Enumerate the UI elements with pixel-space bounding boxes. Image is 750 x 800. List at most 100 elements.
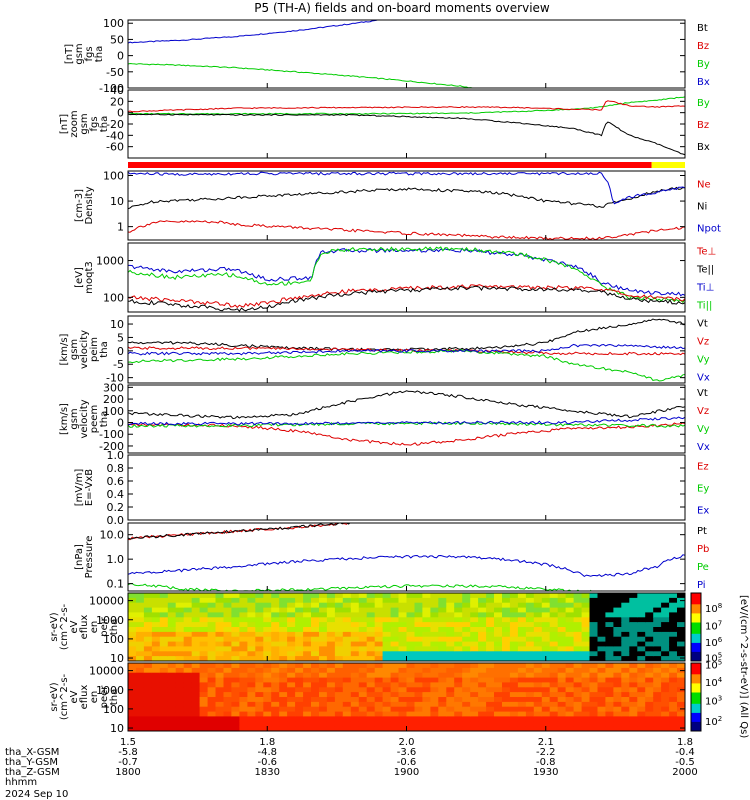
fgs_gsm_zoom-ytick-label: 20 [110,95,124,108]
peir_spectrogram-cell [143,617,153,623]
peer_spectrogram-cell [271,692,280,698]
peir_spectrogram-cell [470,607,479,614]
peer_spectrogram-cell [669,677,678,684]
peir_spectrogram-cell [215,627,225,633]
peer_spectrogram-cell [533,706,543,713]
peer_spectrogram-cell [231,701,240,708]
peer_spectrogram-cell [287,697,296,703]
peir_spectrogram-cell [502,617,511,623]
x-top-value: 2.0 [399,737,415,748]
peer_spectrogram-cell [143,697,153,703]
peir_spectrogram-cell [597,651,607,657]
peir_spectrogram-cell [533,627,543,633]
peer_spectrogram-cell [255,721,264,727]
peir_spectrogram-cell [581,612,591,618]
peir_spectrogram-cell [637,627,646,633]
peir_spectrogram-cell [605,602,614,609]
peer_spectrogram-cell [215,677,225,684]
peir_spectrogram-cell [422,651,431,657]
peer_spectrogram-cell [645,663,654,669]
peir_spectrogram-cell [143,607,153,614]
peer_spectrogram-cell [438,721,447,727]
peir_spectrogram-cell [677,593,685,599]
peir_spectrogram-cell [645,597,654,604]
peir_spectrogram-cell [358,651,368,657]
peer_spectrogram-cell [621,706,630,713]
peer_spectrogram-cell [374,697,384,703]
peer_spectrogram-cell [494,687,503,693]
peer_spectrogram-cell [509,677,519,684]
peer_spectrogram-cell [605,721,614,727]
peir_spectrogram-cell [159,646,169,652]
peer_spectrogram-cell [342,701,352,708]
panel-peim_velocity: 1050-5-10thapeimvelocitygsm[km/s]VtVzVyV… [59,315,710,385]
x-row-value: -0.4 [675,747,695,758]
peir_spectrogram-cell [191,607,201,614]
peer_spectrogram-cell [191,672,201,679]
colorbar-cell [691,728,701,732]
peer_spectrogram-cell [326,726,336,731]
peir_spectrogram-cell [446,646,455,652]
peer_spectrogram-cell [621,687,630,693]
peir_spectrogram-cell [350,593,360,599]
peer_spectrogram-cell [430,697,439,703]
peir_spectrogram-cell [406,622,416,628]
peir_spectrogram-cell [478,593,487,599]
peim_velocity-ylabel-line: [km/s] [59,333,70,365]
peer_spectrogram-cell [541,682,551,688]
series-peim_velocity-Vz [128,346,685,356]
peer_spectrogram-cell [311,677,320,684]
peir_spectrogram-cell [406,627,416,633]
peir_spectrogram-cell [215,597,225,604]
peer_spectrogram-cell [159,692,169,698]
peer_spectrogram-cell [446,726,455,731]
peir_spectrogram-cell [207,651,217,657]
peir_spectrogram-cell [525,607,535,614]
peir_spectrogram-cell [390,597,400,604]
peir_spectrogram-cell [589,656,599,661]
colorbar-tick-label: 104 [705,676,723,689]
peir_spectrogram-cell [183,607,193,614]
peer_spectrogram-cell [597,716,607,722]
x-row-value: 1930 [533,767,558,778]
peer_spectrogram-cell [645,667,654,674]
peer_spectrogram-cell [462,687,471,693]
peir_spectrogram-cell [295,656,304,661]
peir_spectrogram-cell [342,646,352,652]
peir_spectrogram-cell [494,641,503,648]
peer_spectrogram-cell [215,667,225,674]
peer_spectrogram-cell [390,692,400,698]
peer_spectrogram-cell [271,687,280,693]
temperature-legend-2: Ti⊥ [696,283,714,294]
peer_spectrogram-cell [414,663,424,669]
peir_spectrogram-cell [398,593,408,599]
peir_spectrogram-cell [509,627,519,633]
peir_spectrogram-cell [358,593,368,599]
peir_spectrogram-cell [597,656,607,661]
peir_spectrogram-cell [374,617,384,623]
peir_spectrogram-cell [279,636,288,643]
peir_spectrogram-cell [342,631,352,638]
peir_spectrogram-cell [541,612,551,618]
peir_spectrogram-cell [199,641,209,648]
peir_spectrogram-cell [581,651,591,657]
peir_spectrogram-cell [350,631,360,638]
peer_spectrogram-cell [295,672,304,679]
peir_spectrogram-cell [136,612,145,618]
peir_spectrogram-cell [334,656,344,661]
peer_spectrogram-cell [470,672,479,679]
peer_spectrogram-cell [605,726,614,731]
peir_spectrogram-cell [462,646,471,652]
peir_spectrogram-cell [565,646,575,652]
peir_spectrogram-cell [494,612,503,618]
x-top-value: 1.8 [259,737,275,748]
peir_spectrogram-cell [382,627,392,633]
peir_spectrogram-cell [255,617,264,623]
peer_spectrogram-cell [517,692,527,698]
peer_spectrogram-cell [326,682,336,688]
peer_spectrogram-cell [398,667,408,674]
peir_spectrogram-cell [398,651,408,657]
peer_spectrogram-cell [199,667,209,674]
peir_spectrogram-cell [557,636,567,643]
